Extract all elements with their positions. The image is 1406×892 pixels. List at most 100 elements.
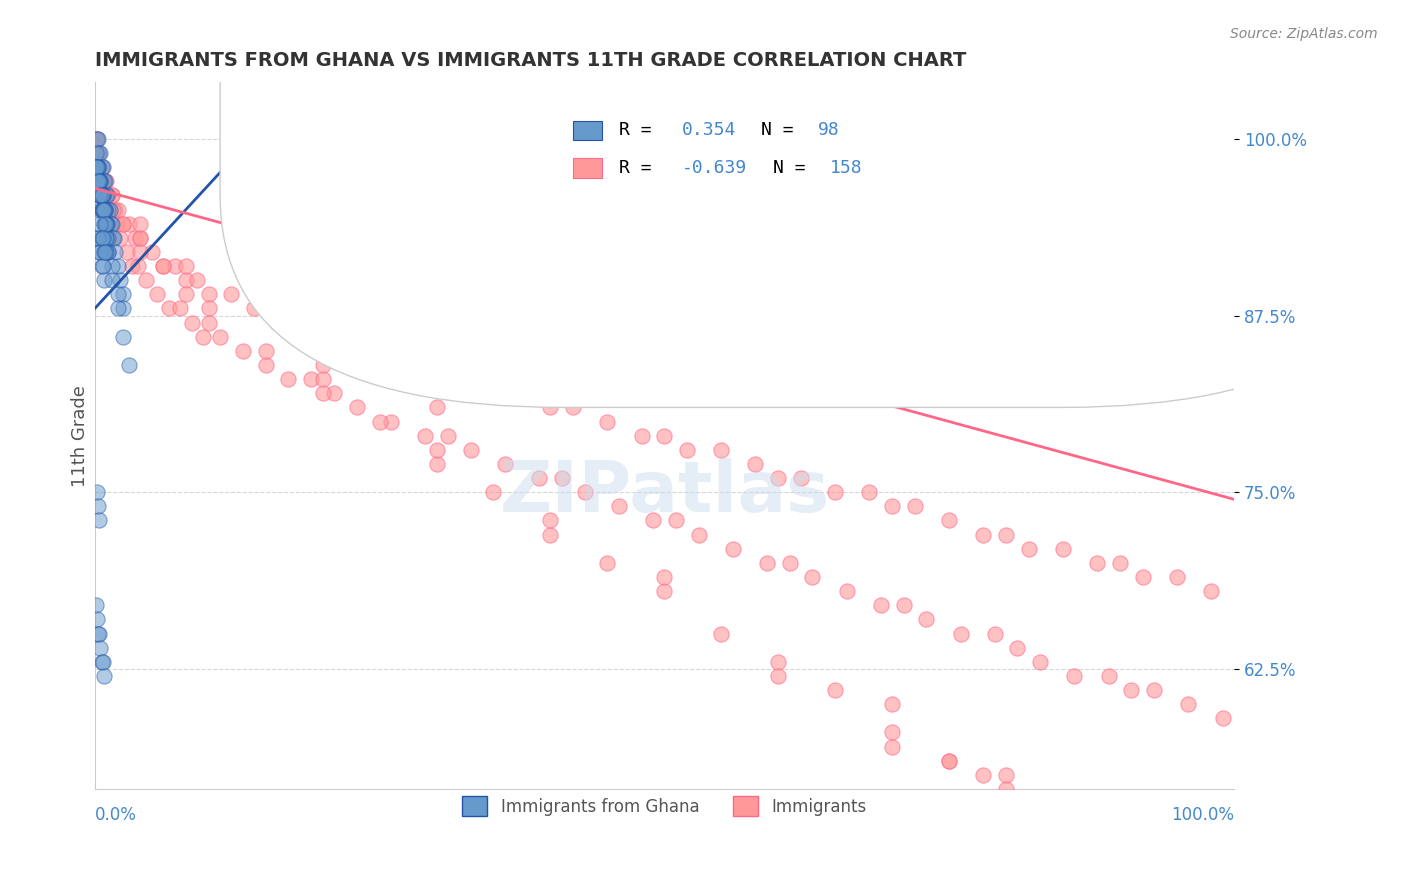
Point	[112, 217, 135, 231]
Point	[96, 188, 118, 202]
Point	[89, 146, 111, 161]
Point	[869, 599, 891, 613]
Point	[824, 485, 846, 500]
Point	[86, 146, 108, 161]
Point	[425, 401, 447, 415]
Point	[135, 273, 157, 287]
Point	[89, 174, 111, 188]
Point	[197, 316, 219, 330]
Point	[127, 259, 149, 273]
Point	[90, 202, 112, 217]
Point	[972, 527, 994, 541]
Point	[104, 244, 127, 259]
Point	[721, 541, 744, 556]
Point	[1063, 669, 1085, 683]
Text: -0.639: -0.639	[682, 159, 747, 177]
Point	[86, 160, 108, 174]
Point	[893, 599, 915, 613]
Point	[1109, 810, 1132, 824]
Point	[96, 244, 118, 259]
Point	[744, 457, 766, 471]
Point	[124, 231, 146, 245]
Point	[107, 301, 129, 316]
Point	[191, 330, 214, 344]
Point	[93, 202, 115, 217]
Point	[96, 217, 118, 231]
Point	[1007, 640, 1029, 655]
Point	[1199, 584, 1222, 599]
Point	[98, 202, 121, 217]
Point	[91, 188, 114, 202]
Point	[91, 174, 114, 188]
Point	[538, 401, 561, 415]
Text: 0.0%: 0.0%	[94, 806, 136, 824]
Point	[152, 259, 174, 273]
Point	[87, 231, 110, 245]
Point	[768, 655, 790, 669]
Text: N =: N =	[761, 121, 804, 139]
Point	[86, 612, 108, 626]
Point	[93, 669, 115, 683]
Point	[449, 372, 471, 386]
Point	[654, 428, 676, 442]
Point	[96, 231, 118, 245]
Point	[437, 428, 460, 442]
Point	[101, 188, 124, 202]
Point	[915, 612, 938, 626]
Point	[84, 160, 107, 174]
Point	[101, 273, 124, 287]
Point	[89, 188, 111, 202]
Point	[94, 244, 117, 259]
Y-axis label: 11th Grade: 11th Grade	[72, 384, 89, 487]
Point	[87, 160, 110, 174]
Point	[93, 217, 115, 231]
Legend: Immigrants from Ghana, Immigrants: Immigrants from Ghana, Immigrants	[456, 789, 873, 823]
Point	[801, 570, 824, 584]
Point	[1132, 824, 1154, 838]
Point	[402, 358, 425, 372]
Point	[97, 244, 120, 259]
Point	[93, 174, 115, 188]
Point	[118, 358, 141, 372]
Point	[121, 259, 143, 273]
Point	[86, 160, 108, 174]
Point	[538, 513, 561, 527]
Point	[174, 273, 197, 287]
Point	[1109, 810, 1132, 824]
Point	[90, 655, 112, 669]
Point	[96, 217, 118, 231]
Point	[460, 442, 482, 457]
Point	[104, 202, 127, 217]
Point	[91, 202, 114, 217]
Point	[89, 174, 111, 188]
Point	[129, 231, 152, 245]
Point	[93, 273, 115, 287]
Point	[86, 231, 108, 245]
Point	[87, 188, 110, 202]
Point	[596, 556, 619, 570]
Point	[209, 330, 232, 344]
Point	[157, 301, 180, 316]
Point	[163, 259, 186, 273]
Point	[94, 202, 117, 217]
Point	[607, 500, 630, 514]
Point	[97, 188, 120, 202]
Point	[835, 584, 858, 599]
Point	[129, 217, 152, 231]
Point	[90, 160, 112, 174]
Point	[96, 174, 118, 188]
Point	[768, 471, 790, 485]
Text: R =: R =	[619, 121, 662, 139]
Text: IMMIGRANTS FROM GHANA VS IMMIGRANTS 11TH GRADE CORRELATION CHART: IMMIGRANTS FROM GHANA VS IMMIGRANTS 11TH…	[94, 51, 966, 70]
Point	[96, 217, 118, 231]
Point	[413, 428, 436, 442]
Point	[108, 231, 131, 245]
Point	[89, 146, 111, 161]
Point	[94, 174, 117, 188]
Point	[93, 202, 115, 217]
Point	[323, 386, 346, 401]
Point	[93, 244, 115, 259]
Point	[882, 500, 904, 514]
Point	[91, 202, 114, 217]
Point	[311, 330, 333, 344]
